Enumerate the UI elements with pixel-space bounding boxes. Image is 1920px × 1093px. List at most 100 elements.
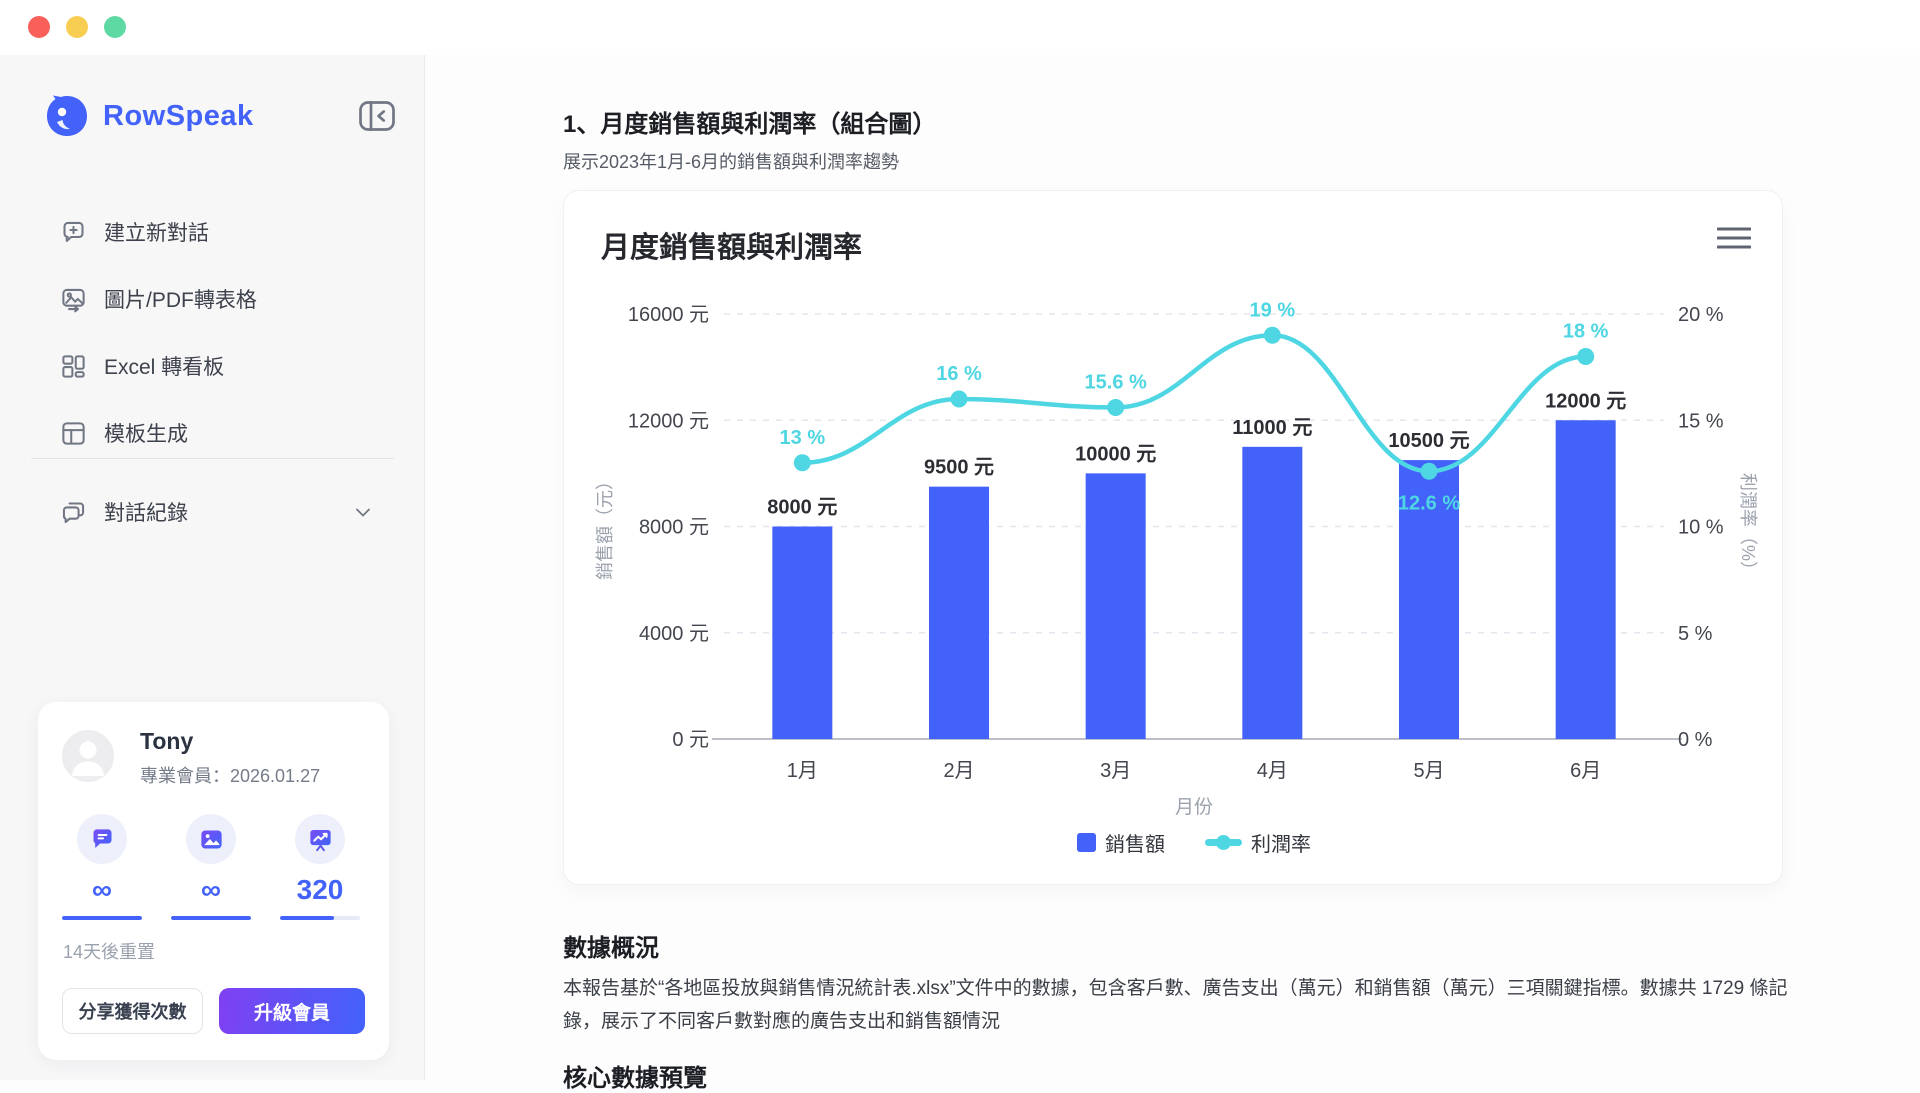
bar-series-legend-marker [1077, 833, 1096, 852]
left-axis-tick: 12000 元 [628, 410, 709, 432]
profit-rate-dot[interactable] [1263, 326, 1281, 344]
rowspeak-logo-icon [47, 95, 87, 136]
sales-bar[interactable] [929, 486, 989, 739]
sidebar-item-label: 圖片/PDF轉表格 [104, 289, 257, 312]
brand: RowSpeak [43, 91, 254, 141]
user-card: Tony 專業會員：2026.01.27 [38, 702, 389, 1060]
line-value-label: 15.6 % [1085, 372, 1147, 394]
chevron-down-icon[interactable] [351, 500, 375, 524]
overview-text: 本報告基於“各地區投放與銷售情況統計表.xlsx”文件中的數據，包含客戶數、廣告… [563, 978, 1788, 1032]
bar-value-label: 12000 元 [1545, 390, 1626, 412]
upgrade-membership-button[interactable]: 升級會員 [219, 988, 365, 1034]
sales-bar[interactable] [772, 526, 833, 740]
bar-value-label: 10500 元 [1388, 430, 1469, 452]
sidebar-item-template-generate[interactable]: 模板生成 [0, 406, 425, 460]
sidebar: RowSpeak 建立新對話 圖片/PDF轉表格 [0, 55, 425, 1080]
sidebar-item-label: Excel 轉看板 [104, 356, 225, 379]
profit-rate-dot[interactable] [793, 454, 811, 472]
chart-legend: 銷售額 利潤率 [724, 828, 1664, 857]
line-value-label: 13 % [780, 427, 826, 449]
right-axis-tick: 5 % [1678, 623, 1713, 645]
x-axis-tick: 2月 [943, 760, 974, 782]
image-quota-badge [186, 814, 236, 864]
window-titlebar [0, 0, 1920, 55]
board-quota-progressbar [280, 916, 360, 920]
line-series-legend-marker [1205, 835, 1242, 850]
sidebar-item-chat-history[interactable]: 對話紀錄 [0, 485, 425, 539]
combo-chart-canvas: 0 元 4000 元 8000 元 12000 元 16000 元 0 % 5 % 10 % 1… [595, 299, 1758, 782]
section-subtitle: 展示2023年1月-6月的銷售額與利潤率趨勢 [563, 152, 900, 172]
avatar [62, 730, 114, 782]
template-icon [62, 421, 85, 445]
main-content: 1、月度銷售額與利潤率（組合圖） 展示2023年1月-6月的銷售額與利潤率趨勢 … [426, 55, 1920, 1092]
sidebar-item-label: 對話紀錄 [104, 502, 188, 525]
traffic-light-zoom-button[interactable] [104, 16, 126, 38]
sales-bar[interactable] [1555, 420, 1616, 739]
sales-bar[interactable] [1242, 446, 1303, 739]
profit-rate-dot[interactable] [1107, 399, 1125, 416]
legend-label: 銷售額 [1105, 834, 1165, 856]
chat-history-icon [62, 501, 85, 523]
legend-item-sales[interactable]: 銷售額 [1077, 828, 1165, 857]
x-axis-tick: 3月 [1100, 760, 1131, 782]
overview-title: 數據概況 [563, 935, 659, 962]
sidebar-item-image-pdf-to-table[interactable]: 圖片/PDF轉表格 [0, 272, 425, 326]
sidebar-divider [31, 458, 394, 459]
bar-value-label: 9500 元 [924, 457, 994, 479]
chat-quota-icon [92, 828, 111, 848]
bar-value-label: 10000 元 [1075, 443, 1156, 465]
sales-bar[interactable] [1399, 460, 1459, 739]
sales-bar[interactable] [1085, 473, 1146, 739]
right-axis-tick: 0 % [1678, 729, 1713, 751]
left-axis-tick: 16000 元 [628, 304, 709, 326]
image-quota-progressbar [171, 916, 251, 920]
chart-menu-button[interactable] [1714, 223, 1754, 255]
line-value-label: 18 % [1563, 321, 1609, 343]
user-name: Tony [140, 728, 194, 754]
chat-quota-value: ∞ [92, 874, 112, 905]
line-value-label: 16 % [936, 363, 982, 385]
chat-quota-badge [77, 814, 127, 864]
profit-rate-dot[interactable] [950, 390, 968, 408]
legend-label: 利潤率 [1251, 834, 1311, 856]
traffic-light-close-button[interactable] [28, 16, 50, 38]
right-axis-tick: 15 % [1678, 410, 1724, 432]
board-quota-value: 320 [296, 874, 344, 905]
profit-rate-dot[interactable] [1577, 348, 1595, 365]
right-axis-tick: 10 % [1678, 517, 1724, 539]
left-axis-name: 銷售額（元） [595, 472, 615, 580]
x-axis-tick: 6月 [1570, 760, 1601, 782]
collapse-sidebar-icon [359, 100, 395, 131]
sidebar-item-excel-to-board[interactable]: Excel 轉看板 [0, 339, 425, 393]
bar-value-label: 8000 元 [767, 497, 837, 519]
chat-plus-icon [63, 221, 84, 242]
brand-name: RowSpeak [103, 99, 254, 132]
line-value-label: 12.6 % [1398, 492, 1460, 514]
x-axis-tick: 1月 [787, 760, 818, 782]
sidebar-item-new-chat[interactable]: 建立新對話 [0, 205, 425, 259]
board-quota-icon [309, 829, 331, 851]
chart-title: 月度銷售額與利潤率 [601, 232, 863, 264]
sidebar-item-label: 模板生成 [104, 423, 188, 446]
chat-quota-progressbar [62, 916, 142, 920]
right-axis-tick: 20 % [1678, 304, 1724, 326]
membership-status: 專業會員：2026.01.27 [140, 766, 321, 786]
image-quota-value: ∞ [201, 874, 221, 905]
share-for-credits-button[interactable]: 分享獲得次數 [62, 988, 203, 1034]
sidebar-nav: 建立新對話 圖片/PDF轉表格 Excel 轉看板 [0, 205, 425, 473]
sidebar-item-label: 建立新對話 [104, 222, 209, 245]
traffic-light-minimize-button[interactable] [66, 16, 88, 38]
image-quota-icon [200, 830, 222, 848]
right-axis-name: 利潤率（%） [1738, 473, 1758, 579]
x-axis-tick: 4月 [1257, 760, 1288, 782]
chat-history-inner[interactable]: 對話紀錄 [0, 485, 425, 539]
collapse-sidebar-button[interactable] [355, 97, 399, 137]
board-quota-badge [295, 814, 345, 864]
left-axis-tick: 0 元 [672, 729, 709, 751]
x-axis-tick: 5月 [1413, 760, 1444, 782]
profit-rate-line [800, 332, 1588, 474]
left-axis-tick: 8000 元 [639, 517, 709, 539]
profit-rate-dot[interactable] [1420, 462, 1438, 480]
legend-item-profit-rate[interactable]: 利潤率 [1205, 828, 1311, 857]
